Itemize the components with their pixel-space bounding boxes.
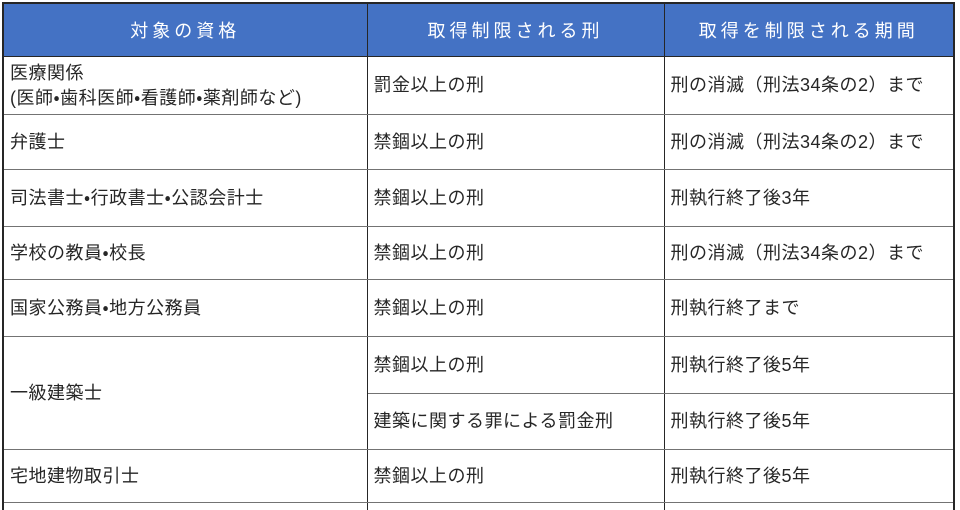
- qualification-cell-merged: 一級建築士: [2, 336, 368, 450]
- table-row: 医療関係 (医師・歯科医師・看護師・薬剤師など) 罰金以上の刑 刑の消滅（刑法3…: [2, 56, 955, 115]
- penalty-cell: 禁錮以上の刑: [366, 114, 665, 170]
- period-cell: 刑の消滅（刑法34条の2）まで: [663, 114, 955, 170]
- penalty-cell: 禁錮以上の刑: [366, 226, 665, 280]
- qualification-cell: 司法書士・行政書士・公認会計士: [2, 169, 368, 227]
- penalty-cell: 罰金以上の刑: [366, 56, 665, 115]
- period-cell: 刑執行終了まで: [663, 279, 955, 337]
- qualification-cell: 宅地建物取引士: [2, 449, 368, 503]
- penalty-cell: 禁錮以上の刑: [366, 279, 665, 337]
- period-cell: 刑の消滅（刑法34条の2）まで: [663, 226, 955, 280]
- qualification-cell: 国家公務員・地方公務員: [2, 279, 368, 337]
- qualification-cell-empty: [2, 502, 368, 510]
- table-row: 司法書士・行政書士・公認会計士 禁錮以上の刑 刑執行終了後3年: [2, 169, 955, 227]
- header-row: 対象の資格 取得制限される刑 取得を制限される期間: [2, 2, 955, 57]
- table-row: 弁護士 禁錮以上の刑 刑の消滅（刑法34条の2）まで: [2, 114, 955, 170]
- penalty-cell: 禁錮以上の刑: [366, 336, 665, 394]
- header-cell-qualification: 対象の資格: [2, 2, 368, 57]
- header-cell-period: 取得を制限される期間: [663, 2, 955, 57]
- period-cell-empty: [663, 502, 955, 510]
- table-row: 建築に関する罪による罰金刑 刑執行終了後5年: [3, 393, 955, 450]
- table-row: 学校の教員・校長 禁錮以上の刑 刑の消滅（刑法34条の2）まで: [2, 226, 955, 280]
- penalty-cell: 禁錮以上の刑: [366, 169, 665, 227]
- period-cell: 刑執行終了後3年: [663, 169, 955, 227]
- qualification-cell: 医療関係 (医師・歯科医師・看護師・薬剤師など): [2, 56, 368, 115]
- period-cell: 刑執行終了後5年: [663, 336, 955, 394]
- penalty-cell: 建築に関する罪による罰金刑: [366, 393, 665, 450]
- table-row-partial: [2, 502, 955, 510]
- period-cell: 刑の消滅（刑法34条の2）まで: [663, 56, 955, 115]
- penalty-cell: 禁錮以上の刑: [366, 449, 665, 503]
- period-cell: 刑執行終了後5年: [663, 449, 955, 503]
- table-row: 一級建築士 禁錮以上の刑 刑執行終了後5年: [2, 336, 955, 450]
- qualification-cell: 弁護士: [2, 114, 368, 170]
- qualification-cell: 学校の教員・校長: [2, 226, 368, 280]
- header-cell-penalty: 取得制限される刑: [366, 2, 665, 57]
- table-row: 宅地建物取引士 禁錮以上の刑 刑執行終了後5年: [2, 449, 955, 503]
- penalty-cell-empty: [366, 502, 665, 510]
- period-cell: 刑執行終了後5年: [663, 393, 955, 450]
- table-row: 国家公務員・地方公務員 禁錮以上の刑 刑執行終了まで: [2, 279, 955, 337]
